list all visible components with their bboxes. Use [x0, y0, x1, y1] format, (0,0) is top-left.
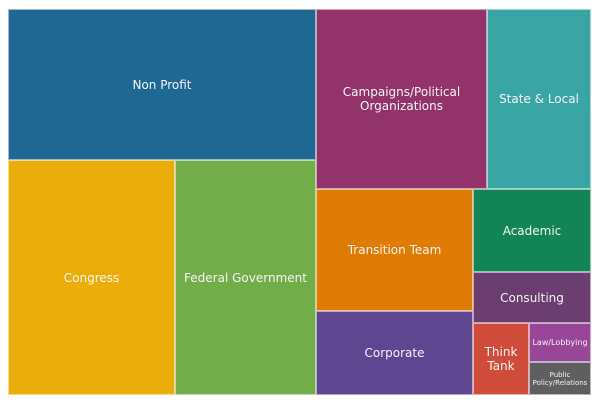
cell-consulting[interactable]: Consulting	[473, 272, 591, 323]
cell-federal-government[interactable]: Federal Government	[175, 160, 316, 395]
cell-label: Law/Lobbying	[532, 338, 588, 347]
cell-label: Federal Government	[184, 270, 307, 285]
cell-label: Congress	[63, 270, 120, 285]
cell-label: Corporate	[364, 346, 425, 360]
cell-label: Policy/Relations	[532, 378, 588, 387]
cell-label: Organizations	[360, 99, 443, 113]
cell-law-lobbying[interactable]: Law/Lobbying	[529, 323, 591, 362]
cell-label: Public	[549, 370, 571, 379]
cell-label: Academic	[502, 223, 562, 238]
cell-corporate[interactable]: Corporate	[316, 311, 473, 395]
cell-think-tank[interactable]: Think Tank	[473, 323, 529, 395]
cell-label: Consulting	[500, 290, 564, 305]
cell-campaigns-political[interactable]: Campaigns/Political Organizations	[316, 9, 487, 189]
cell-label: Tank	[487, 359, 515, 373]
cell-label: Campaigns/Political	[342, 85, 461, 99]
cell-congress[interactable]: Congress	[8, 160, 175, 395]
cell-label: State & Local	[499, 92, 579, 106]
cell-transition-team[interactable]: Transition Team	[316, 189, 473, 311]
cell-label: Non Profit	[132, 77, 192, 92]
cell-academic[interactable]: Academic	[473, 189, 591, 272]
cell-state-local[interactable]: State & Local	[487, 9, 591, 189]
cell-label: Transition Team	[347, 243, 442, 257]
cell-public-policy-relations[interactable]: Public Policy/Relations	[529, 362, 591, 395]
cell-label: Think	[484, 345, 518, 359]
cell-non-profit[interactable]: Non Profit	[8, 9, 316, 160]
